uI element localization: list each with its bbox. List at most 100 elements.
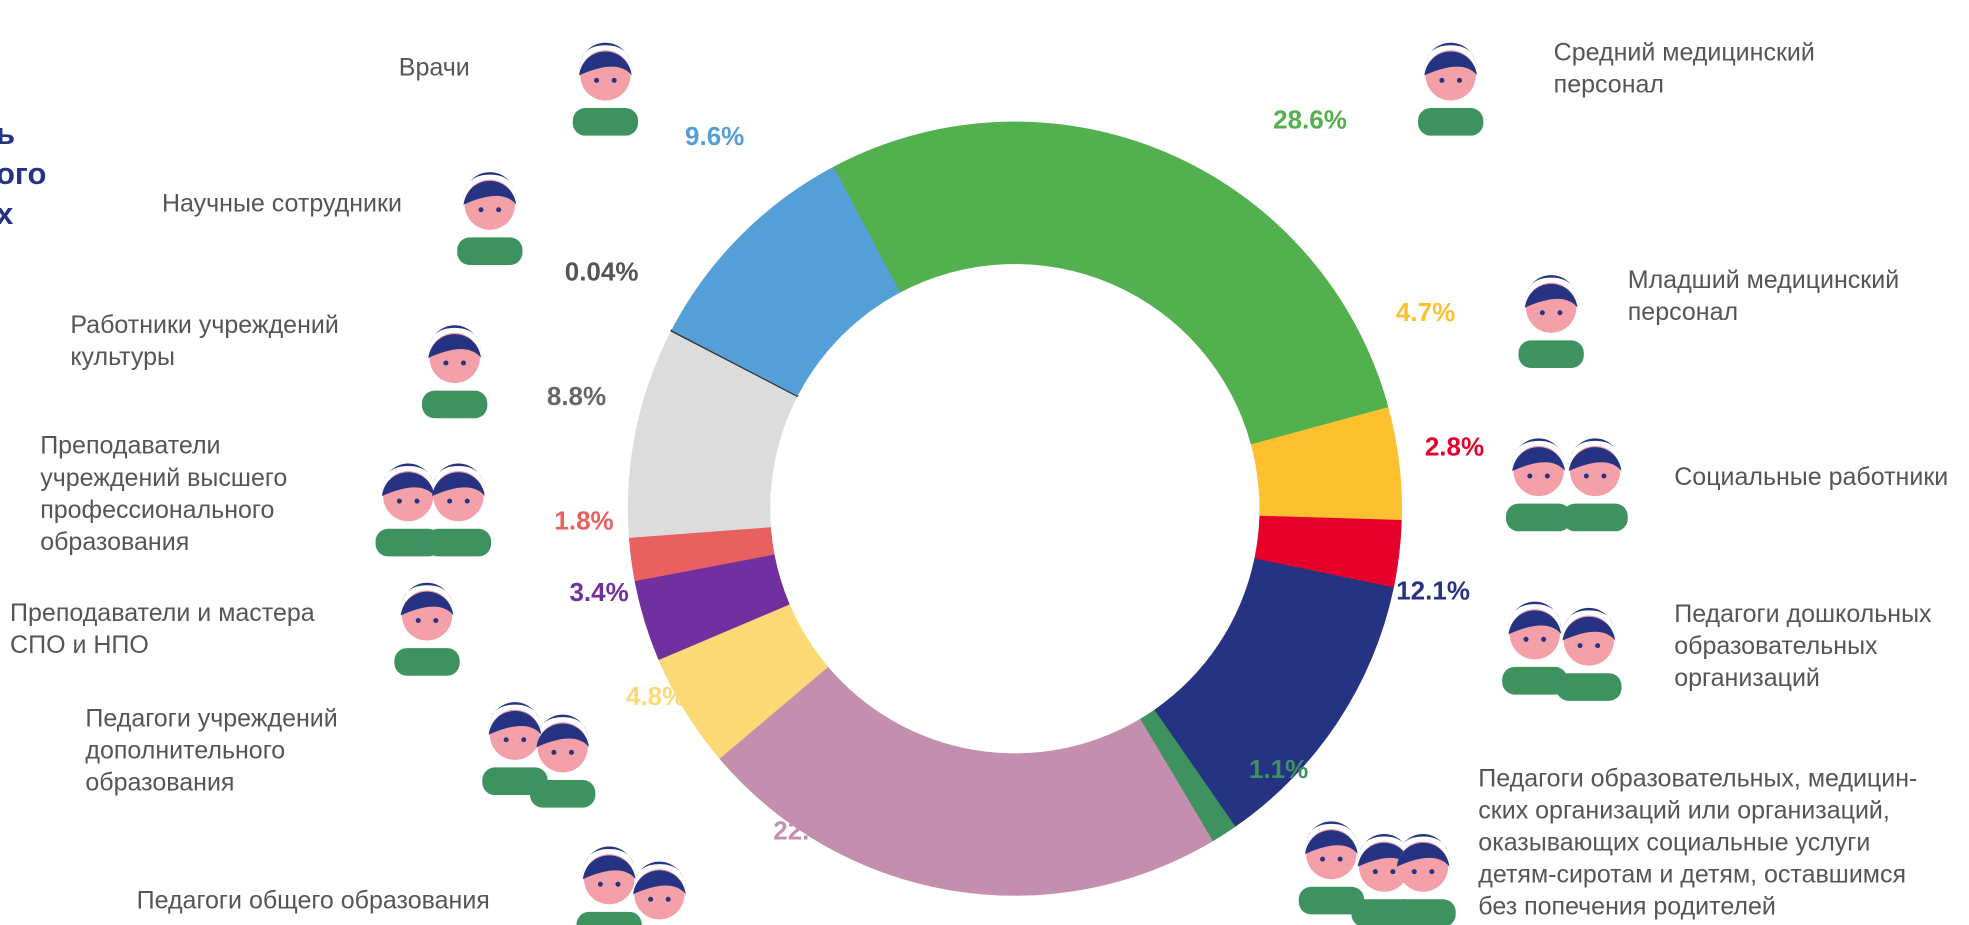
icon-eye [1457,78,1462,83]
icon-eye [1601,474,1606,479]
icon-eye [551,750,556,755]
icon-body [1418,108,1483,136]
icon-eye [612,78,617,83]
percent-label: 12.1% [1396,576,1470,606]
percent-label: 4.7% [1396,297,1455,327]
side-title-fragment: ого [0,156,46,191]
icon-eye [1390,869,1395,874]
icon-eye [1557,310,1562,315]
icon-eye [397,499,402,504]
person-icon [1506,438,1571,531]
category-label: Педагоги дошкольных [1674,600,1932,628]
icon-body [577,912,642,925]
percent-label: 8.8% [547,381,606,411]
person-icon [457,172,522,265]
icon-body [1506,504,1571,532]
icon-body [1556,673,1621,701]
category-label: образовательных [1674,632,1878,660]
icon-eye [496,207,501,212]
percent-label: 28.6% [1273,105,1347,135]
category-label: Врачи [399,54,470,82]
category-label: культуры [70,343,175,371]
icon-body [426,529,491,557]
category-label: СПО и НПО [10,631,149,659]
icon-eye [1373,869,1378,874]
icon-eye [504,737,509,742]
category-label: Педагоги общего образования [137,886,490,914]
icon-body [422,391,487,419]
category-label: оказывающих социальные услуги [1478,829,1870,857]
side-title-fragment: ь [0,116,15,151]
icon-eye [615,882,620,887]
icon-eye [648,897,653,902]
person-icon [577,847,642,925]
icon-eye [594,78,599,83]
icon-eye [1595,643,1600,648]
person-icon [422,325,487,418]
icon-body [1390,899,1455,925]
icon-eye [1527,474,1532,479]
category-label: Средний медицинский [1554,39,1815,67]
category-label: Педагоги образовательных, медицин- [1478,765,1917,793]
icon-eye [414,499,419,504]
icon-eye [1545,474,1550,479]
category-label: персонал [1628,298,1738,326]
icon-eye [1524,637,1529,642]
person-icon [426,463,491,556]
percent-label: 0.04% [565,257,639,287]
icon-eye [1429,869,1434,874]
category-label: дополнительного [85,736,285,764]
icon-eye [416,618,421,623]
icon-eye [443,360,448,365]
icon-body [573,108,638,136]
person-icon [1556,608,1621,701]
icon-eye [465,499,470,504]
chart: 28.6% 4.7% 2.8% 12.1% 1.1% 22.4% 4.8% 3.4% 1.8% 8… [0,0,1969,925]
percent-label: 22.4% [773,816,847,846]
percent-label: 1.8% [554,505,613,535]
icon-eye [1540,310,1545,315]
person-icon [394,583,459,676]
category-label: профессионального [40,496,274,524]
category-label: персонал [1554,71,1664,99]
category-label: Преподаватели и мастера [10,599,315,627]
icon-eye [598,882,603,887]
icon-eye [1412,869,1417,874]
category-label: организаций [1674,664,1820,692]
person-icon [573,43,638,136]
person-icon [1299,821,1364,914]
percent-label: 2.8% [1425,431,1484,461]
category-label: без попечения родителей [1478,893,1776,921]
icon-body [1519,340,1584,368]
icon-eye [521,737,526,742]
icon-eye [569,750,574,755]
category-label: Младший медицинский [1628,266,1899,294]
icon-eye [1584,474,1589,479]
icon-eye [447,499,452,504]
icon-body [1562,504,1627,532]
icon-eye [1578,643,1583,648]
icon-body [530,780,595,808]
icon-eye [1338,857,1343,862]
category-label: Работники учреждений [70,311,339,339]
person-icon [1519,275,1584,368]
person-icon [1418,43,1483,136]
category-label: Педагоги учреждений [85,704,337,732]
icon-eye [433,618,438,623]
icon-body [457,237,522,265]
category-label: образования [40,528,189,556]
percent-label: 9.6% [685,121,744,151]
category-label: учреждений высшего [40,464,287,492]
category-label: Преподаватели [40,432,220,460]
icon-eye [666,897,671,902]
percent-label: 3.4% [569,577,628,607]
category-label: Научные сотрудники [162,189,402,217]
side-title-fragment: х [0,196,14,231]
icon-eye [1320,857,1325,862]
icon-eye [1439,78,1444,83]
icon-body [394,648,459,676]
percent-label: 1.1% [1249,754,1308,784]
person-icon [1562,438,1627,531]
category-label: образования [85,768,234,796]
percent-label: 4.8% [626,681,685,711]
